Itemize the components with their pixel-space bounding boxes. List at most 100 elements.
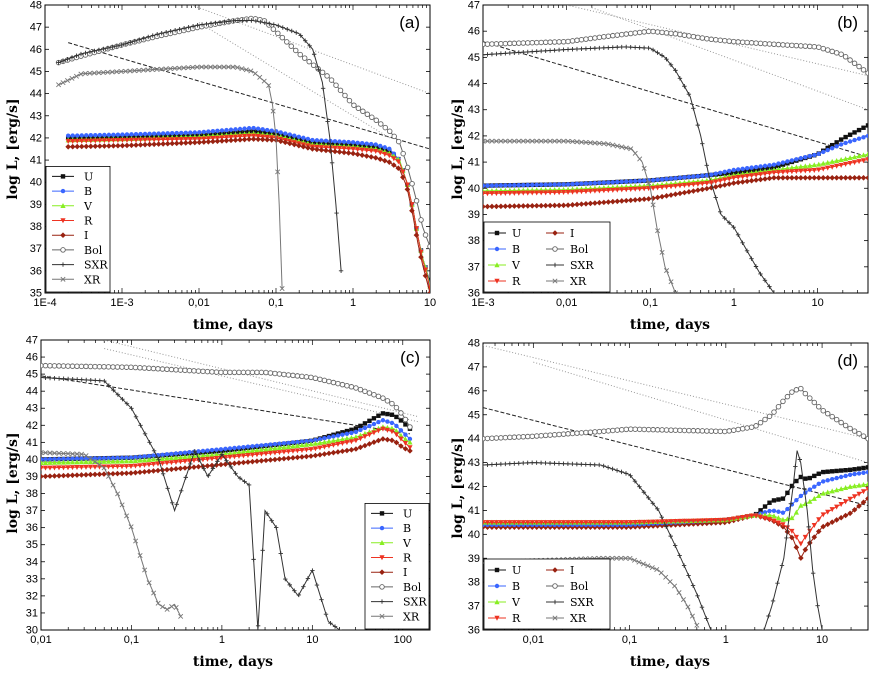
legend-box bbox=[483, 221, 611, 293]
data-point bbox=[355, 105, 362, 112]
legend-item-sxr: SXR bbox=[546, 596, 594, 609]
data-point bbox=[632, 186, 638, 192]
y-tick-label: 41 bbox=[26, 437, 38, 449]
data-point bbox=[65, 56, 70, 62]
data-point bbox=[690, 583, 696, 588]
legend-item-u: U bbox=[488, 564, 521, 577]
data-point bbox=[819, 627, 825, 630]
data-point bbox=[65, 376, 71, 382]
data-point bbox=[843, 140, 848, 146]
data-point bbox=[861, 470, 866, 475]
data-point bbox=[246, 133, 252, 139]
data-point bbox=[120, 396, 125, 402]
data-point bbox=[129, 132, 134, 137]
data-point bbox=[592, 429, 598, 435]
data-point bbox=[619, 144, 625, 150]
data-point bbox=[596, 199, 603, 206]
data-point bbox=[309, 146, 316, 152]
data-point bbox=[730, 180, 737, 186]
data-point bbox=[418, 254, 424, 260]
data-point bbox=[287, 132, 292, 137]
data-point bbox=[766, 175, 773, 182]
data-point bbox=[142, 131, 148, 137]
data-point bbox=[516, 50, 522, 55]
y-tick-label: 40 bbox=[468, 183, 480, 195]
data-point bbox=[60, 472, 67, 479]
data-point bbox=[69, 459, 76, 465]
data-point bbox=[260, 548, 265, 553]
data-point bbox=[137, 463, 143, 469]
data-point bbox=[689, 613, 695, 619]
data-point bbox=[484, 435, 491, 442]
y-tick-label: 44 bbox=[468, 433, 480, 445]
data-point bbox=[516, 520, 522, 526]
data-point bbox=[375, 393, 382, 400]
data-point bbox=[224, 458, 229, 463]
y-tick-label: 41 bbox=[30, 155, 42, 167]
legend-label: U bbox=[512, 227, 521, 240]
data-point bbox=[79, 133, 84, 138]
data-point bbox=[222, 19, 227, 25]
data-point bbox=[650, 501, 656, 506]
data-point bbox=[493, 138, 499, 144]
data-point bbox=[681, 521, 688, 528]
data-point bbox=[236, 453, 242, 459]
data-point bbox=[842, 512, 849, 519]
data-point bbox=[547, 138, 553, 144]
data-point bbox=[784, 169, 791, 175]
data-point bbox=[377, 150, 383, 156]
data-point bbox=[101, 464, 107, 470]
data-point bbox=[583, 46, 589, 51]
data-point bbox=[181, 26, 187, 31]
data-point bbox=[829, 488, 835, 494]
data-point bbox=[47, 363, 53, 369]
data-point bbox=[146, 137, 153, 143]
data-point bbox=[610, 32, 616, 39]
data-point bbox=[41, 375, 44, 380]
data-point bbox=[362, 434, 368, 440]
data-point bbox=[856, 159, 862, 165]
data-point bbox=[51, 363, 58, 369]
data-point bbox=[843, 156, 849, 162]
data-point bbox=[489, 51, 495, 57]
data-point bbox=[363, 153, 370, 159]
data-point bbox=[195, 23, 200, 28]
data-point bbox=[151, 131, 157, 136]
data-point bbox=[561, 47, 566, 52]
data-point bbox=[628, 179, 633, 184]
data-point bbox=[368, 154, 375, 160]
data-point bbox=[79, 456, 84, 461]
data-point bbox=[222, 455, 229, 461]
data-point bbox=[250, 444, 255, 449]
legend-label: SXR bbox=[570, 259, 594, 272]
data-point bbox=[105, 45, 111, 51]
data-point bbox=[838, 142, 844, 147]
data-point bbox=[493, 524, 500, 530]
data-point bbox=[672, 543, 678, 548]
data-point bbox=[83, 363, 89, 370]
data-point bbox=[727, 168, 732, 174]
legend-item-b: B bbox=[52, 185, 92, 198]
data-point bbox=[677, 553, 682, 558]
legend-marker bbox=[379, 584, 385, 590]
data-point bbox=[261, 78, 267, 84]
data-point bbox=[353, 446, 359, 452]
data-point bbox=[51, 465, 58, 471]
data-point bbox=[182, 140, 189, 146]
legend-label: R bbox=[403, 552, 412, 565]
data-point bbox=[690, 33, 697, 40]
x-tick-label: 0,01 bbox=[188, 297, 209, 309]
data-point bbox=[160, 131, 166, 136]
series-xrpeak bbox=[761, 450, 825, 630]
data-point bbox=[164, 452, 170, 457]
data-point bbox=[276, 23, 281, 29]
data-point bbox=[393, 404, 400, 411]
data-point bbox=[561, 138, 567, 144]
data-point bbox=[570, 461, 575, 467]
data-point bbox=[101, 465, 107, 471]
legend-label: U bbox=[84, 170, 93, 183]
data-point bbox=[833, 517, 840, 523]
data-point bbox=[856, 482, 862, 488]
data-point bbox=[249, 369, 256, 376]
data-point bbox=[225, 64, 231, 70]
